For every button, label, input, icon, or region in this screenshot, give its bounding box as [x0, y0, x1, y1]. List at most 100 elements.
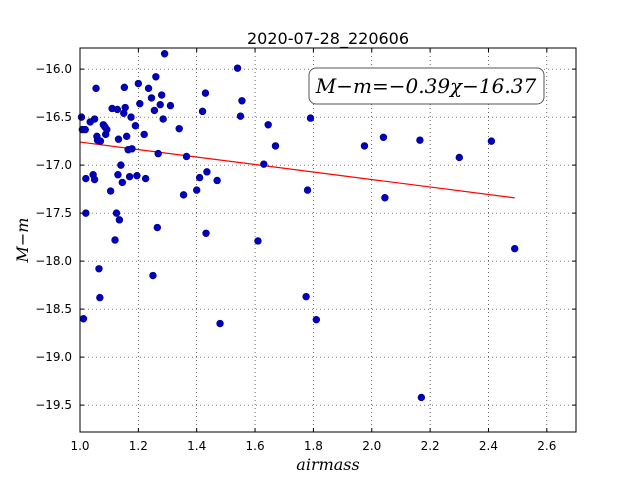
- data-point: [306, 114, 315, 122]
- data-point: [455, 153, 463, 162]
- data-point: [136, 99, 144, 108]
- data-point: [416, 136, 424, 144]
- data-point: [417, 393, 426, 402]
- data-point: [81, 125, 89, 134]
- data-point: [202, 229, 210, 237]
- data-point: [201, 89, 210, 97]
- data-point: [117, 161, 125, 169]
- data-point: [152, 73, 160, 81]
- data-point: [264, 121, 272, 129]
- data-point: [254, 237, 262, 245]
- data-point: [260, 160, 268, 168]
- data-point: [157, 91, 166, 99]
- axis-ticks: [79, 48, 576, 432]
- y-tick-label: −17.0: [35, 158, 72, 172]
- data-point: [360, 142, 369, 150]
- data-point: [203, 168, 211, 176]
- data-point: [179, 191, 188, 199]
- y-tick-label: −16.5: [35, 110, 72, 124]
- data-point: [133, 171, 141, 180]
- data-point: [140, 130, 148, 139]
- plot-area-frame: [79, 47, 577, 433]
- y-tick-label: −19.5: [35, 398, 72, 412]
- y-tick-label: −19.0: [35, 350, 72, 364]
- x-tick-label: 2.6: [537, 439, 556, 453]
- data-point: [115, 216, 124, 224]
- data-point: [271, 142, 280, 150]
- fit-line-group: [79, 141, 515, 199]
- y-axis-label: M−m: [13, 218, 32, 264]
- x-tick-label: 2.0: [362, 439, 381, 453]
- x-tick-label: 1.6: [246, 439, 265, 453]
- data-point: [92, 84, 100, 93]
- data-point: [511, 244, 519, 253]
- data-point: [113, 105, 122, 114]
- data-point: [90, 175, 99, 184]
- data-point: [195, 173, 204, 182]
- y-tick-labels: −16.0 −16.5 −17.0 −17.5 −18.0 −18.5 −19.0 −19.5: [35, 62, 72, 412]
- data-point: [379, 133, 388, 141]
- data-point: [312, 315, 321, 324]
- fit-line: [79, 141, 515, 199]
- x-tick-label: 2.4: [479, 439, 498, 453]
- data-point: [96, 137, 105, 145]
- data-point: [198, 107, 207, 116]
- data-point: [303, 186, 312, 194]
- data-point: [121, 103, 129, 112]
- x-axis-label: airmass: [296, 455, 359, 474]
- x-tick-label: 2.2: [421, 439, 440, 453]
- data-point: [236, 112, 245, 120]
- x-tick-labels: 1.0 1.2 1.4 1.6 1.8 2.0 2.2 2.4 2.6: [70, 439, 556, 453]
- data-point: [95, 265, 103, 273]
- data-point: [122, 132, 131, 141]
- y-tick-label: −17.5: [35, 206, 72, 220]
- y-tick-label: −18.5: [35, 302, 72, 316]
- data-point: [159, 115, 167, 123]
- data-point: [90, 115, 99, 123]
- data-point: [118, 178, 127, 187]
- data-point: [144, 84, 153, 93]
- data-point: [127, 113, 135, 121]
- data-point: [213, 176, 221, 185]
- data-point: [111, 236, 119, 244]
- data-point: [103, 125, 111, 134]
- data-point: [106, 187, 115, 195]
- data-point: [166, 101, 175, 110]
- y-tick-label: −16.0: [35, 62, 72, 76]
- data-point: [82, 174, 90, 183]
- data-point: [128, 145, 136, 153]
- data-point: [114, 171, 122, 179]
- data-point: [153, 223, 162, 232]
- data-points: [77, 50, 519, 402]
- data-point: [96, 293, 104, 302]
- data-point: [120, 83, 129, 92]
- x-tick-label: 1.8: [304, 439, 323, 453]
- grid: [79, 48, 576, 432]
- data-point: [79, 315, 88, 323]
- x-tick-label: 1.0: [70, 439, 89, 453]
- x-tick-label: 1.4: [187, 439, 206, 453]
- data-point: [238, 97, 246, 105]
- data-point: [233, 64, 242, 72]
- data-point: [156, 100, 164, 109]
- data-point: [125, 172, 134, 181]
- data-point: [487, 137, 496, 145]
- data-point: [112, 209, 121, 217]
- fit-equation: M−m=−0.39χ−16.37: [315, 74, 537, 98]
- data-point: [131, 122, 140, 130]
- data-point: [160, 50, 169, 58]
- data-point: [147, 94, 156, 102]
- data-point: [175, 124, 183, 133]
- data-point: [114, 135, 123, 143]
- fit-equation-frame: [308, 67, 545, 105]
- data-point: [141, 174, 150, 183]
- y-tick-label: −18.0: [35, 254, 72, 268]
- data-point: [154, 149, 162, 158]
- data-point: [182, 152, 191, 161]
- fit-equation-box: M−m=−0.39χ−16.37: [308, 67, 545, 105]
- chart-title: 2020-07-28_220606: [247, 29, 409, 49]
- data-point: [302, 292, 310, 301]
- data-point: [134, 79, 143, 88]
- data-point: [193, 186, 201, 194]
